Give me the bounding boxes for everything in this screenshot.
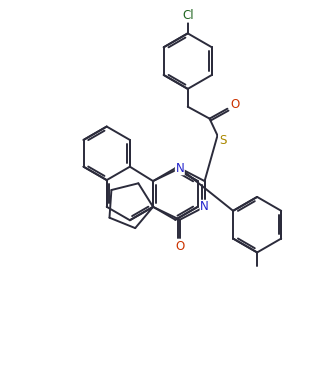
Text: Cl: Cl xyxy=(182,9,194,22)
Text: O: O xyxy=(231,98,240,111)
Text: O: O xyxy=(175,240,184,253)
Text: S: S xyxy=(219,134,226,147)
Text: N: N xyxy=(200,200,209,213)
Text: N: N xyxy=(175,162,184,175)
Text: S: S xyxy=(219,134,226,147)
